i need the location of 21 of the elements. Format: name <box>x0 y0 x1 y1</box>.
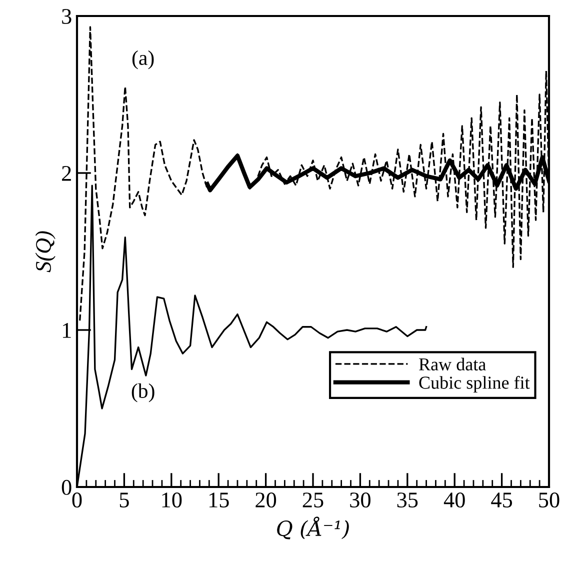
y-tick-label: 2 <box>62 166 71 181</box>
x-tick-label: 0 <box>72 492 82 508</box>
x-tick-label: 5 <box>120 492 129 508</box>
x-tick-label: 35 <box>397 492 418 508</box>
y-axis-title: S(Q) <box>35 231 56 272</box>
x-tick-label: 10 <box>162 492 182 508</box>
annotation: (b) <box>132 383 154 402</box>
y-tick-label: 3 <box>62 8 72 24</box>
annotation: (a) <box>132 50 154 70</box>
x-tick-label: 25 <box>302 492 324 508</box>
legend-label: Cubic spline fit <box>419 376 530 392</box>
x-tick-label: 40 <box>444 492 465 508</box>
x-tick-label: 50 <box>539 492 560 508</box>
x-tick-label: 45 <box>491 492 512 508</box>
legend-label: Raw data <box>419 358 486 370</box>
x-tick-label: 20 <box>256 492 276 508</box>
x-axis-title: Q (Å⁻¹) <box>277 516 349 540</box>
x-tick-label: 15 <box>209 492 229 508</box>
y-tick-label: 1 <box>62 323 71 338</box>
x-tick-label: 30 <box>350 492 370 508</box>
y-tick-label: 0 <box>62 480 72 495</box>
